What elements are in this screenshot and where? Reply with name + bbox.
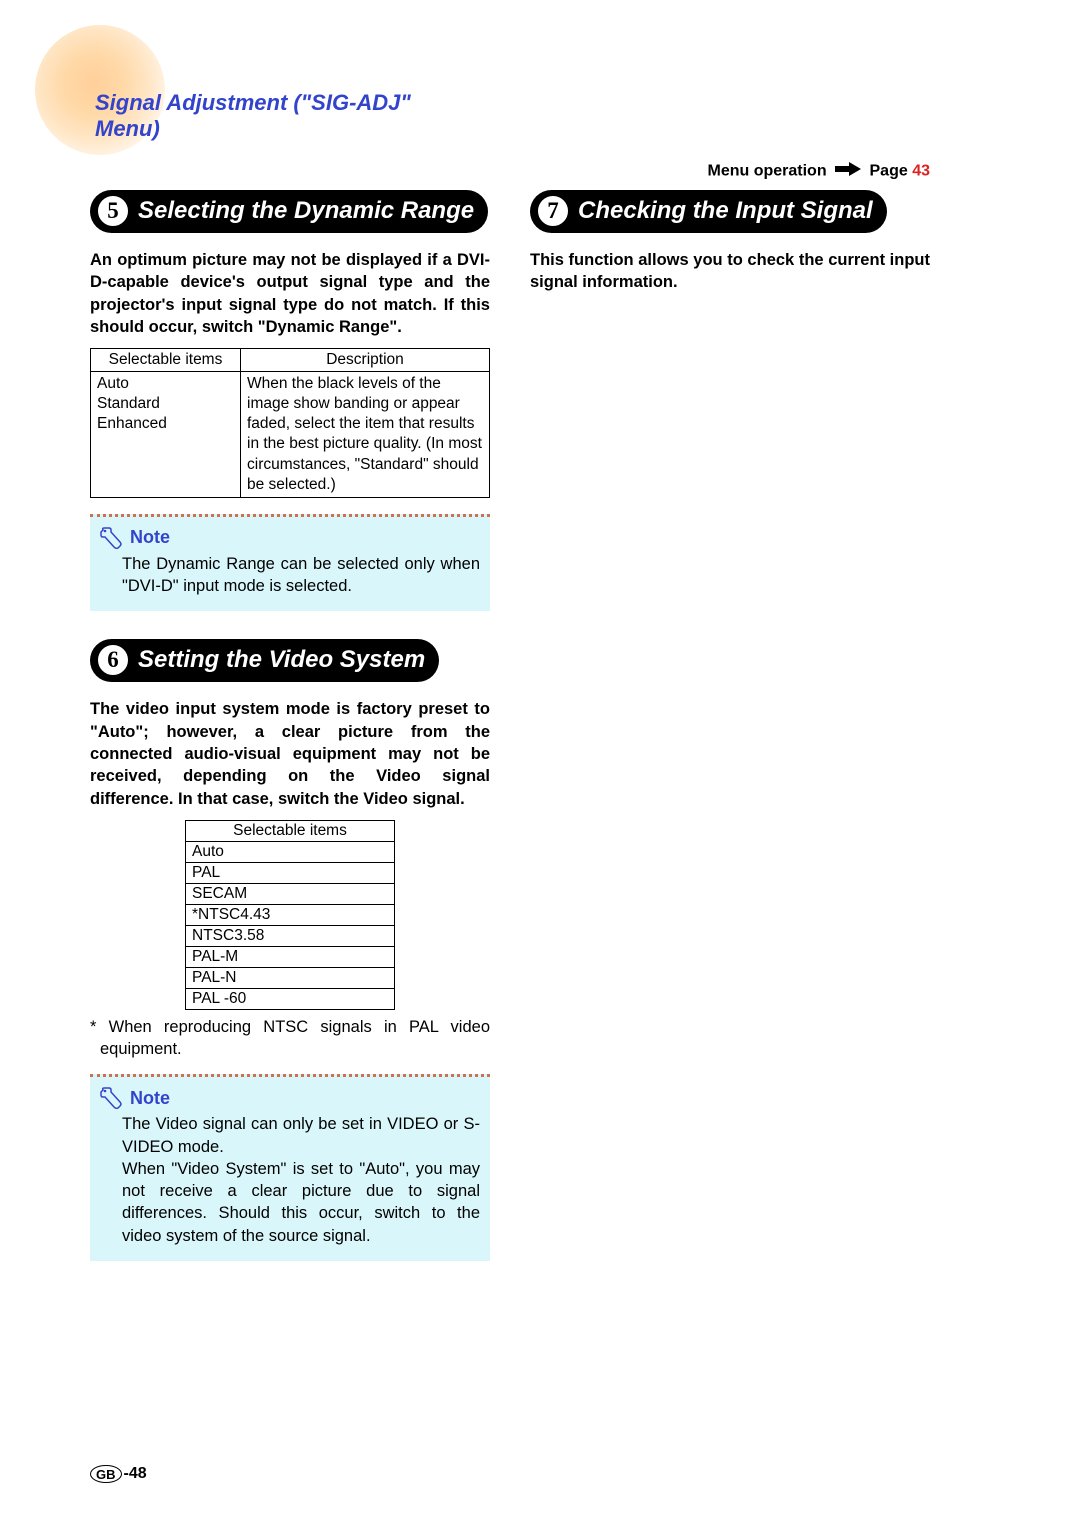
menu-operation-ref: Menu operation Page 43 bbox=[707, 162, 930, 181]
section6-heading: 6 Setting the Video System bbox=[90, 639, 439, 682]
table1-col2-header: Description bbox=[241, 349, 490, 372]
table1-description: When the black levels of the image show … bbox=[241, 372, 490, 498]
section7-body: This function allows you to check the cu… bbox=[530, 249, 930, 294]
note-label: Note bbox=[130, 527, 170, 548]
table2-row: *NTSC4.43 bbox=[186, 904, 395, 925]
table2-row: Auto bbox=[186, 841, 395, 862]
section7-number: 7 bbox=[536, 194, 570, 228]
note-heading: Note bbox=[100, 527, 480, 549]
section5-number: 5 bbox=[96, 194, 130, 228]
section6-note-text: The Video signal can only be set in VIDE… bbox=[100, 1113, 480, 1247]
section6-note: Note The Video signal can only be set in… bbox=[90, 1074, 490, 1261]
note-label: Note bbox=[130, 1088, 170, 1109]
menu-op-page-number[interactable]: 43 bbox=[912, 163, 930, 180]
table2-row: SECAM bbox=[186, 883, 395, 904]
note-icon bbox=[100, 527, 126, 549]
table2-row: PAL-N bbox=[186, 967, 395, 988]
table2-row: NTSC3.58 bbox=[186, 925, 395, 946]
region-badge: GB bbox=[90, 1465, 122, 1483]
table2-header: Selectable items bbox=[186, 820, 395, 841]
section7-heading: 7 Checking the Input Signal bbox=[530, 190, 887, 233]
section5-title: Selecting the Dynamic Range bbox=[138, 197, 474, 225]
page-footer: GB -48 bbox=[90, 1465, 147, 1483]
video-system-table: Selectable items Auto PAL SECAM *NTSC4.4… bbox=[185, 820, 395, 1010]
section6-body: The video input system mode is factory p… bbox=[90, 698, 490, 809]
table1-items: Auto Standard Enhanced bbox=[91, 372, 241, 498]
section6-footnote: * When reproducing NTSC signals in PAL v… bbox=[90, 1016, 490, 1061]
page-number: -48 bbox=[124, 1465, 147, 1483]
table2-row: PAL bbox=[186, 862, 395, 883]
table1-col1-header: Selectable items bbox=[91, 349, 241, 372]
section6-title: Setting the Video System bbox=[138, 646, 425, 674]
section5-body: An optimum picture may not be displayed … bbox=[90, 249, 490, 338]
section7-title: Checking the Input Signal bbox=[578, 197, 873, 225]
right-column: 7 Checking the Input Signal This functio… bbox=[530, 190, 930, 1289]
left-column: 5 Selecting the Dynamic Range An optimum… bbox=[90, 190, 490, 1289]
page-header: Signal Adjustment ("SIG-ADJ" Menu) bbox=[40, 30, 480, 140]
arrow-icon bbox=[835, 162, 861, 181]
section5-heading: 5 Selecting the Dynamic Range bbox=[90, 190, 488, 233]
table2-row: PAL-M bbox=[186, 946, 395, 967]
section6-number: 6 bbox=[96, 643, 130, 677]
note-heading: Note bbox=[100, 1087, 480, 1109]
section5-note-text: The Dynamic Range can be selected only w… bbox=[100, 553, 480, 598]
menu-op-label: Menu operation bbox=[707, 163, 826, 180]
menu-op-page-label: Page bbox=[870, 163, 908, 180]
page-title: Signal Adjustment ("SIG-ADJ" Menu) bbox=[95, 90, 480, 142]
table2-row: PAL -60 bbox=[186, 988, 395, 1009]
dynamic-range-table: Selectable items Description Auto Standa… bbox=[90, 348, 490, 498]
note-icon bbox=[100, 1087, 126, 1109]
section5-note: Note The Dynamic Range can be selected o… bbox=[90, 514, 490, 612]
